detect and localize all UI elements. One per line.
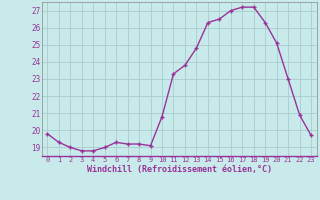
X-axis label: Windchill (Refroidissement éolien,°C): Windchill (Refroidissement éolien,°C) [87,165,272,174]
